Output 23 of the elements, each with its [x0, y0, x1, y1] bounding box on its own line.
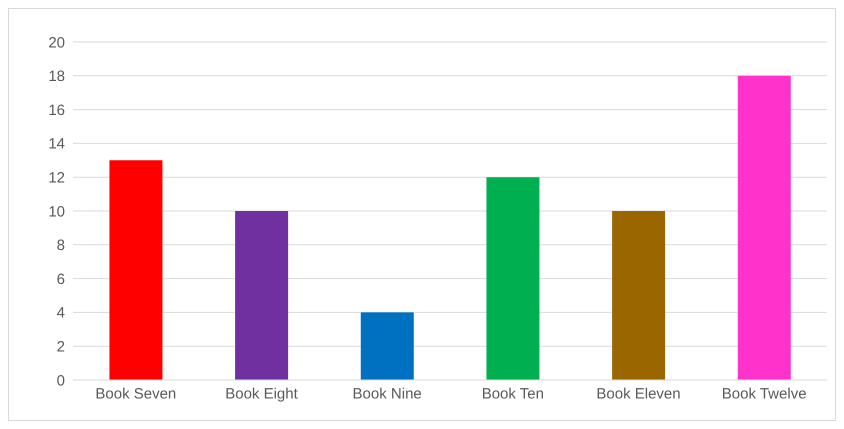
y-tick-label: 18: [48, 68, 65, 86]
y-tick-label: 12: [48, 170, 65, 187]
y-tick-label: 2: [56, 338, 65, 356]
x-tick-label: Book Eleven: [596, 386, 681, 403]
x-tick-label: Book Twelve: [722, 386, 807, 403]
bar: [612, 211, 666, 380]
y-tick-label: 16: [48, 102, 65, 119]
y-tick-label: 20: [48, 34, 65, 52]
x-tick-label: Book Eight: [225, 386, 299, 403]
bar: [235, 211, 288, 380]
x-tick-label: Book Nine: [352, 386, 422, 403]
y-tick-label: 4: [56, 304, 65, 322]
bar: [738, 76, 791, 380]
y-tick-label: 10: [48, 203, 65, 220]
x-tick-label: Book Seven: [95, 386, 176, 403]
y-tick-label: 8: [56, 237, 65, 254]
bar: [486, 177, 540, 380]
y-tick-label: 14: [48, 136, 65, 153]
y-tick-label: 6: [56, 270, 65, 288]
y-tick-label: 0: [56, 372, 65, 390]
x-tick-label: Book Ten: [482, 386, 544, 403]
bar: [360, 312, 414, 380]
bar: [109, 160, 162, 380]
